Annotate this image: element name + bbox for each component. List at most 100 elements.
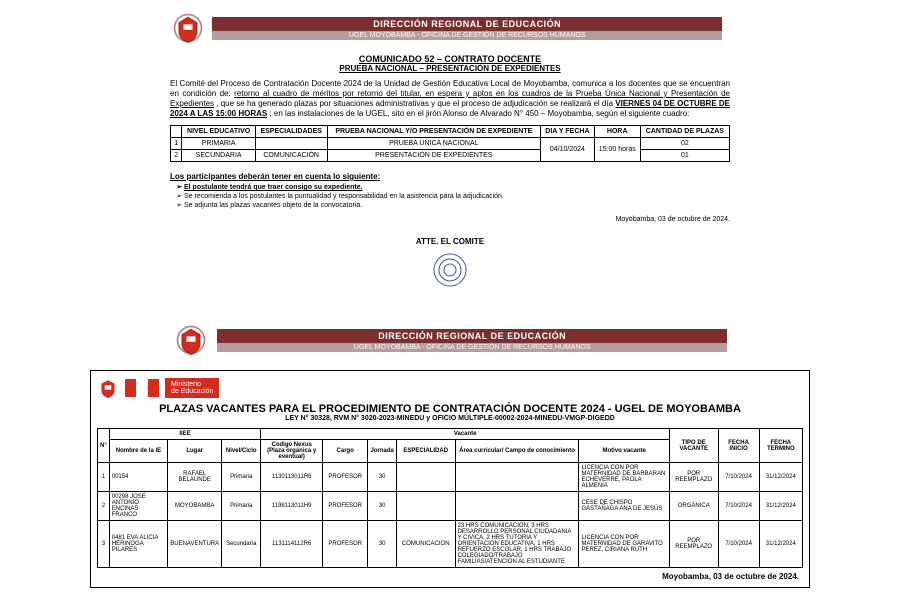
cell: PROFESOR: [322, 521, 368, 568]
col-lugar: Lugar: [168, 440, 222, 463]
cell: PROFESOR: [322, 463, 368, 492]
cell: 1130113011R6: [261, 463, 323, 492]
cell: 30: [368, 463, 396, 492]
communique-title: COMUNICADO 52 – CONTRATO DOCENTE: [170, 54, 730, 64]
minedu-line2: de Educación: [171, 388, 213, 395]
col-num: [171, 126, 182, 138]
cell: 0481 EVA ALICIA HERINOGA PILARES: [109, 521, 168, 568]
cell: POR REEMPLAZO: [669, 521, 718, 568]
band-light: UGEL MOYOBAMBA - OFICINA DE GESTIÓN DE R…: [212, 31, 722, 40]
col-cargo: Cargo: [322, 440, 368, 463]
cell: 1131114112R6: [261, 521, 323, 568]
schedule-table: NIVEL EDUCATIVO ESPECIALIDADES PRUEBA NA…: [170, 125, 730, 162]
cell: Primaria: [222, 492, 261, 521]
vacancies-subtitle: LEY N° 30328, RVM N° 3020-2023-MINEDU y …: [97, 415, 803, 422]
col-area: Área curricular/ Campo de conocimiento: [455, 440, 579, 463]
cell: PROFESOR: [322, 492, 368, 521]
col-especialidades: ESPECIALIDADES: [255, 126, 327, 138]
vacancies-title: PLAZAS VACANTES PARA EL PROCEDIMIENTO DE…: [97, 403, 803, 415]
notes-title: Los participantes deberán tener en cuent…: [170, 172, 730, 181]
cell: [455, 463, 579, 492]
list-item: El postulante tendrá que traer consigo s…: [184, 183, 730, 192]
col-especialidad: ESPECIALIDAD: [396, 440, 455, 463]
col-prueba: PRUEBA NACIONAL Y/O PRESENTACIÓN DE EXPE…: [327, 126, 541, 138]
cell: 2: [171, 150, 182, 162]
cell: PRIMARIA: [182, 138, 255, 150]
cell: 30: [368, 492, 396, 521]
cell: 31/12/2024: [759, 492, 802, 521]
table-row: 2 SECUNDARIA COMUNICACIÓN PRESENTACIÓN D…: [171, 150, 730, 162]
body-paragraph: El Comité del Proceso de Contratación Do…: [170, 79, 730, 119]
col-dia: DIA Y FECHA: [541, 126, 595, 138]
col-inicio: FECHA INICIO: [718, 429, 759, 463]
cell: 30: [368, 521, 396, 568]
doc2-header: DIRECCIÓN REGIONAL DE EDUCACIÓN UGEL MOY…: [170, 322, 730, 358]
cell: Primaria: [222, 463, 261, 492]
col-hora: HORA: [594, 126, 640, 138]
cell: [396, 492, 455, 521]
cell: 3: [98, 521, 110, 568]
notes-list: El postulante tendrá que traer consigo s…: [184, 183, 730, 210]
col-n: N°: [98, 429, 110, 463]
cell: [396, 463, 455, 492]
cell: 1: [171, 138, 182, 150]
title-block: COMUNICADO 52 – CONTRATO DOCENTE PRUEBA …: [170, 54, 730, 73]
vacancies-box: Ministerio de Educación PLAZAS VACANTES …: [90, 370, 810, 588]
shield-logo-icon: [170, 10, 206, 46]
cell: COMUNICACIÓN: [255, 150, 327, 162]
table-row: 1 PRIMARIA PRUEBA ÚNICA NACIONAL 04/10/2…: [171, 138, 730, 150]
cell: [455, 492, 579, 521]
cell: 31/12/2024: [759, 521, 802, 568]
doc2-title-block: PLAZAS VACANTES PARA EL PROCEDIMIENTO DE…: [97, 403, 803, 422]
cell: CESE DE CHISPO GASTAÑAGA ANA DE JESÚS: [579, 492, 669, 521]
col-nivel: Nivel/Ciclo: [222, 440, 261, 463]
col-nivel: NIVEL EDUCATIVO: [182, 126, 255, 138]
col-group-vacante: Vacante: [261, 429, 670, 440]
cell: PRUEBA ÚNICA NACIONAL: [327, 138, 541, 150]
col-jornada: Jornada: [368, 440, 396, 463]
minedu-line1: Ministerio: [171, 381, 213, 388]
band-dark: DIRECCIÓN REGIONAL DE EDUCACIÓN: [212, 17, 722, 31]
doc2-top-row: Ministerio de Educación: [97, 377, 803, 399]
cell: ORGÁNICA: [669, 492, 718, 521]
doc1-header: DIRECCIÓN REGIONAL DE EDUCACIÓN UGEL MOY…: [170, 10, 730, 46]
vacancies-footer-date: Moyobamba, 03 de octubre de 2024.: [97, 572, 803, 581]
minedu-badge: Ministerio de Educación: [165, 378, 219, 398]
cell: 02: [640, 138, 729, 150]
communique-doc: DIRECCIÓN REGIONAL DE EDUCACIÓN UGEL MOY…: [170, 10, 730, 292]
cell: 1: [98, 463, 110, 492]
cell: 04/10/2024: [541, 138, 595, 162]
cell: 00154: [109, 463, 168, 492]
col-motivo: Motivo vacante: [579, 440, 669, 463]
header-bands: DIRECCIÓN REGIONAL DE EDUCACIÓN UGEL MOY…: [217, 329, 727, 352]
cell: 2: [98, 492, 110, 521]
table-row: 100154RAFAEL BELAUNDEPrimaria1130113011R…: [98, 463, 803, 492]
header-bands: DIRECCIÓN REGIONAL DE EDUCACIÓN UGEL MOY…: [212, 17, 722, 40]
cell: 7/10/2024: [718, 492, 759, 521]
vacancies-doc: DIRECCIÓN REGIONAL DE EDUCACIÓN UGEL MOY…: [90, 322, 810, 588]
cell: COMUNICACION: [396, 521, 455, 568]
shield-logo-icon: [173, 322, 209, 358]
cell: BUENAVENTURA: [168, 521, 222, 568]
cell: 31/12/2024: [759, 463, 802, 492]
list-item: Se recomienda a los postulantes la puntu…: [184, 192, 730, 201]
col-tipo: TIPO DE VACANTE: [669, 429, 718, 463]
shield-mini-icon: [97, 377, 119, 399]
cell: 00298 JOSE ANTONIO ENCINAS FRANCO: [109, 492, 168, 521]
place-date: Moyobamba, 03 de octubre de 2024.: [170, 216, 730, 223]
vacancies-table: N° IIEE Vacante TIPO DE VACANTE FECHA IN…: [97, 428, 803, 568]
stamp-icon: [170, 250, 730, 292]
cell: LICENCIA CON POR MATERNIDAD DE BARBARAN …: [579, 463, 669, 492]
cell: POR REEMPLAZO: [669, 463, 718, 492]
cell: Secundaria: [222, 521, 261, 568]
list-item: Se adjunta las plazas vacantes objeto de…: [184, 201, 730, 210]
cell: MOYOBAMBA: [168, 492, 222, 521]
cell: 1198113011H9: [261, 492, 323, 521]
band-light: UGEL MOYOBAMBA - OFICINA DE GESTIÓN DE R…: [217, 343, 727, 352]
col-termino: FECHA TERMINO: [759, 429, 802, 463]
para-mid: , que se ha generado plazas por situacio…: [216, 99, 615, 108]
signature-line: ATTE. EL COMITE: [170, 237, 730, 246]
band-dark: DIRECCIÓN REGIONAL DE EDUCACIÓN: [217, 329, 727, 343]
communique-subtitle: PRUEBA NACIONAL – PRESENTACIÓN DE EXPEDI…: [170, 64, 730, 73]
cell: RAFAEL BELAUNDE: [168, 463, 222, 492]
